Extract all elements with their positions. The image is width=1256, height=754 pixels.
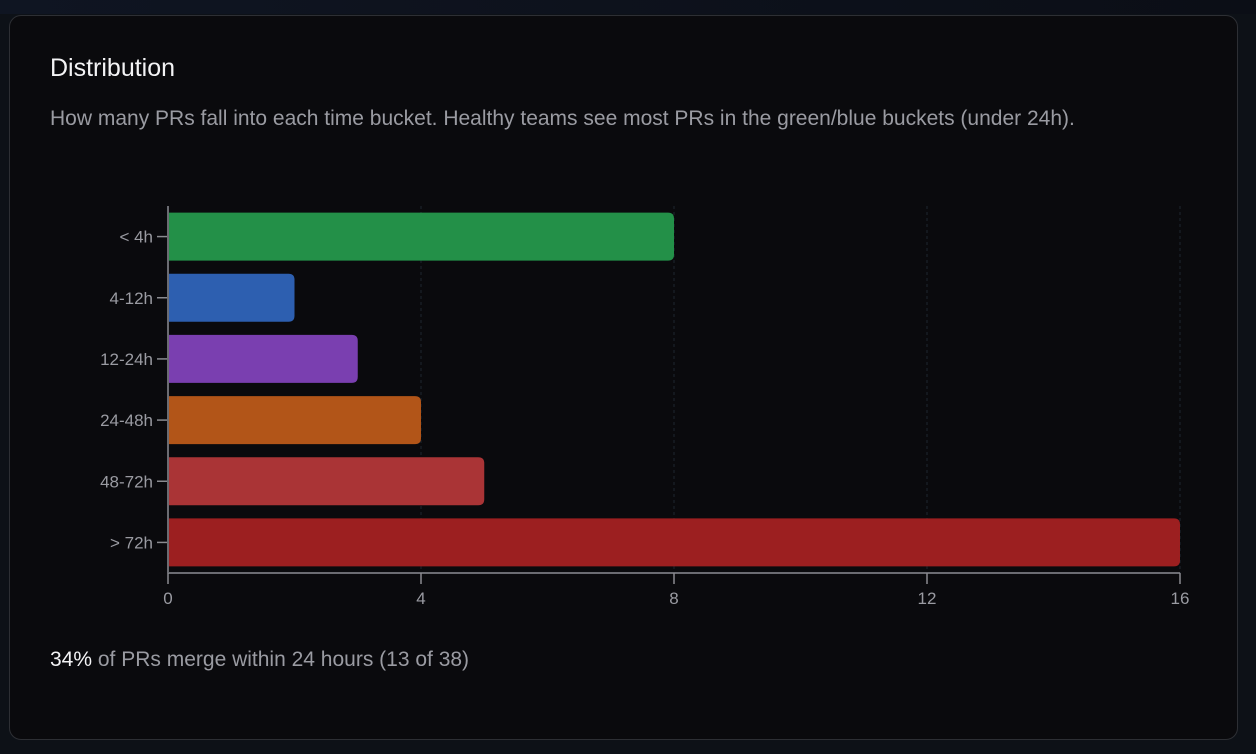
summary-text: of PRs merge within 24 hours (13 of 38) — [92, 648, 470, 671]
y-tick-label: < 4h — [119, 228, 153, 247]
summary-percent: 34% — [50, 648, 93, 671]
card-description: How many PRs fall into each time bucket.… — [50, 107, 1075, 130]
page-background — [0, 0, 1256, 14]
x-tick-label: 16 — [1171, 589, 1190, 608]
y-tick-label: 4-12h — [110, 289, 153, 308]
x-tick-label: 8 — [669, 589, 678, 608]
bar-5[interactable] — [168, 518, 1180, 567]
bar-4[interactable] — [168, 457, 485, 506]
distribution-bar-chart: < 4h 4-12h 12-24h 24-48h 48-72h > 72h 0 4 8 12 16 — [100, 206, 1190, 608]
y-tick-label: > 72h — [110, 533, 153, 552]
summary-line: 34% of PRs merge within 24 hours (13 of … — [50, 648, 469, 672]
y-tick-label: 12-24h — [100, 350, 153, 369]
bar-1[interactable] — [168, 273, 295, 322]
x-tick-label: 4 — [416, 589, 425, 608]
bar-2[interactable] — [168, 334, 358, 383]
y-tick-label: 48-72h — [100, 472, 153, 491]
x-tick-label: 0 — [163, 589, 172, 608]
card-title: Distribution — [50, 54, 176, 82]
bar-0[interactable] — [168, 212, 674, 261]
bar-3[interactable] — [168, 396, 421, 445]
y-tick-label: 24-48h — [100, 411, 153, 430]
x-tick-label: 12 — [918, 589, 937, 608]
